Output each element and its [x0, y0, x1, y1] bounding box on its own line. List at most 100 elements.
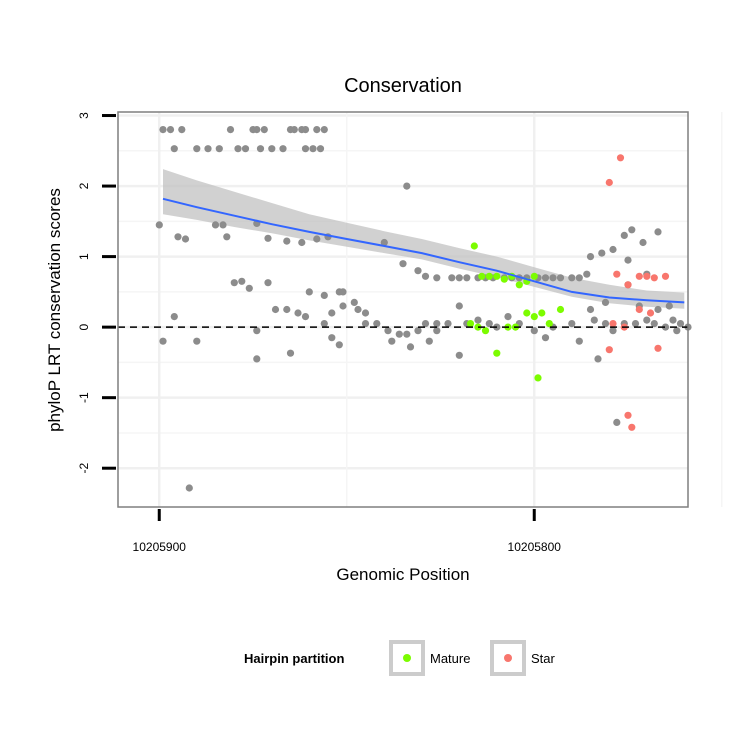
point-star	[624, 281, 632, 289]
point-other	[455, 274, 463, 282]
point-other	[245, 284, 253, 292]
point-other	[406, 343, 415, 351]
point-other	[594, 355, 602, 363]
point-other	[448, 274, 456, 282]
point-other	[665, 302, 673, 310]
point-other	[620, 231, 628, 239]
point-other	[309, 145, 317, 153]
point-other	[193, 337, 201, 345]
point-other	[575, 274, 583, 282]
point-mature	[500, 275, 508, 283]
point-star	[654, 344, 662, 352]
point-other	[301, 126, 310, 134]
point-other	[316, 145, 325, 153]
series-other	[155, 126, 692, 492]
point-other	[568, 320, 576, 328]
point-other	[211, 221, 220, 229]
point-other	[226, 126, 235, 134]
point-other	[339, 288, 347, 296]
point-other	[271, 305, 280, 314]
point-other	[298, 238, 306, 247]
point-other	[643, 316, 651, 324]
point-other	[234, 145, 242, 153]
legend-title: Hairpin partition	[244, 651, 344, 666]
y-tick-label: 0	[77, 323, 91, 330]
point-other	[609, 245, 617, 254]
point-mature	[538, 309, 546, 317]
point-other	[294, 309, 302, 317]
point-other	[238, 277, 246, 285]
legend-dot-mature	[403, 654, 411, 662]
chart-title: Conservation	[344, 75, 462, 97]
smooth-line-group	[162, 197, 685, 304]
point-other	[650, 320, 658, 328]
point-other	[253, 355, 261, 363]
y-tick-label: -1	[77, 392, 91, 403]
legend-item-mature: Mature	[389, 640, 470, 676]
point-mature	[534, 374, 542, 382]
point-other	[414, 327, 422, 335]
point-other	[159, 337, 167, 345]
point-other	[530, 327, 538, 335]
point-mature	[493, 349, 501, 357]
plot-area	[117, 111, 723, 508]
point-other	[601, 320, 610, 328]
point-other	[403, 330, 411, 338]
point-star	[605, 178, 613, 187]
point-star	[646, 309, 655, 317]
point-other	[361, 320, 370, 328]
point-other	[639, 238, 647, 247]
point-other	[444, 320, 452, 328]
point-other	[313, 126, 321, 134]
point-other	[474, 316, 482, 324]
point-star	[635, 272, 643, 280]
data-points	[155, 126, 692, 492]
point-other	[290, 126, 298, 134]
point-other	[549, 274, 557, 282]
legend-dot-star	[504, 654, 512, 662]
point-other	[260, 126, 268, 134]
point-other	[354, 305, 362, 314]
point-other	[253, 327, 261, 335]
point-other	[286, 349, 295, 357]
y-tick-label: 1	[77, 253, 91, 260]
point-star	[613, 270, 621, 278]
point-other	[279, 145, 287, 153]
point-other	[335, 341, 343, 349]
point-other	[373, 320, 381, 328]
point-other	[485, 320, 493, 328]
point-star	[628, 423, 636, 431]
series-mature	[466, 242, 565, 382]
point-other	[328, 334, 336, 342]
point-other	[166, 126, 175, 134]
point-other	[463, 274, 471, 282]
point-other	[433, 327, 441, 335]
point-other	[654, 228, 662, 236]
point-other	[301, 145, 310, 153]
point-other	[204, 145, 212, 153]
point-other	[403, 182, 411, 190]
point-other	[609, 327, 617, 335]
point-other	[339, 302, 347, 310]
point-other	[583, 270, 591, 278]
point-star	[643, 272, 651, 280]
point-other	[174, 233, 182, 241]
point-mature	[466, 320, 475, 328]
point-other	[661, 323, 670, 331]
point-other	[283, 305, 291, 314]
point-other	[264, 279, 272, 287]
y-tick-label: 2	[77, 182, 91, 189]
point-other	[305, 288, 313, 296]
point-other	[455, 302, 463, 310]
point-star	[605, 346, 613, 354]
point-mature	[485, 272, 493, 280]
point-other	[399, 260, 407, 268]
confidence-ribbon	[163, 169, 685, 309]
x-axis-title: Genomic Position	[336, 565, 469, 584]
point-other	[155, 221, 163, 229]
point-other	[556, 274, 565, 282]
point-other	[380, 238, 388, 247]
y-axis: -2 -1 0 1 2 3	[77, 112, 116, 474]
point-mature	[493, 272, 501, 280]
